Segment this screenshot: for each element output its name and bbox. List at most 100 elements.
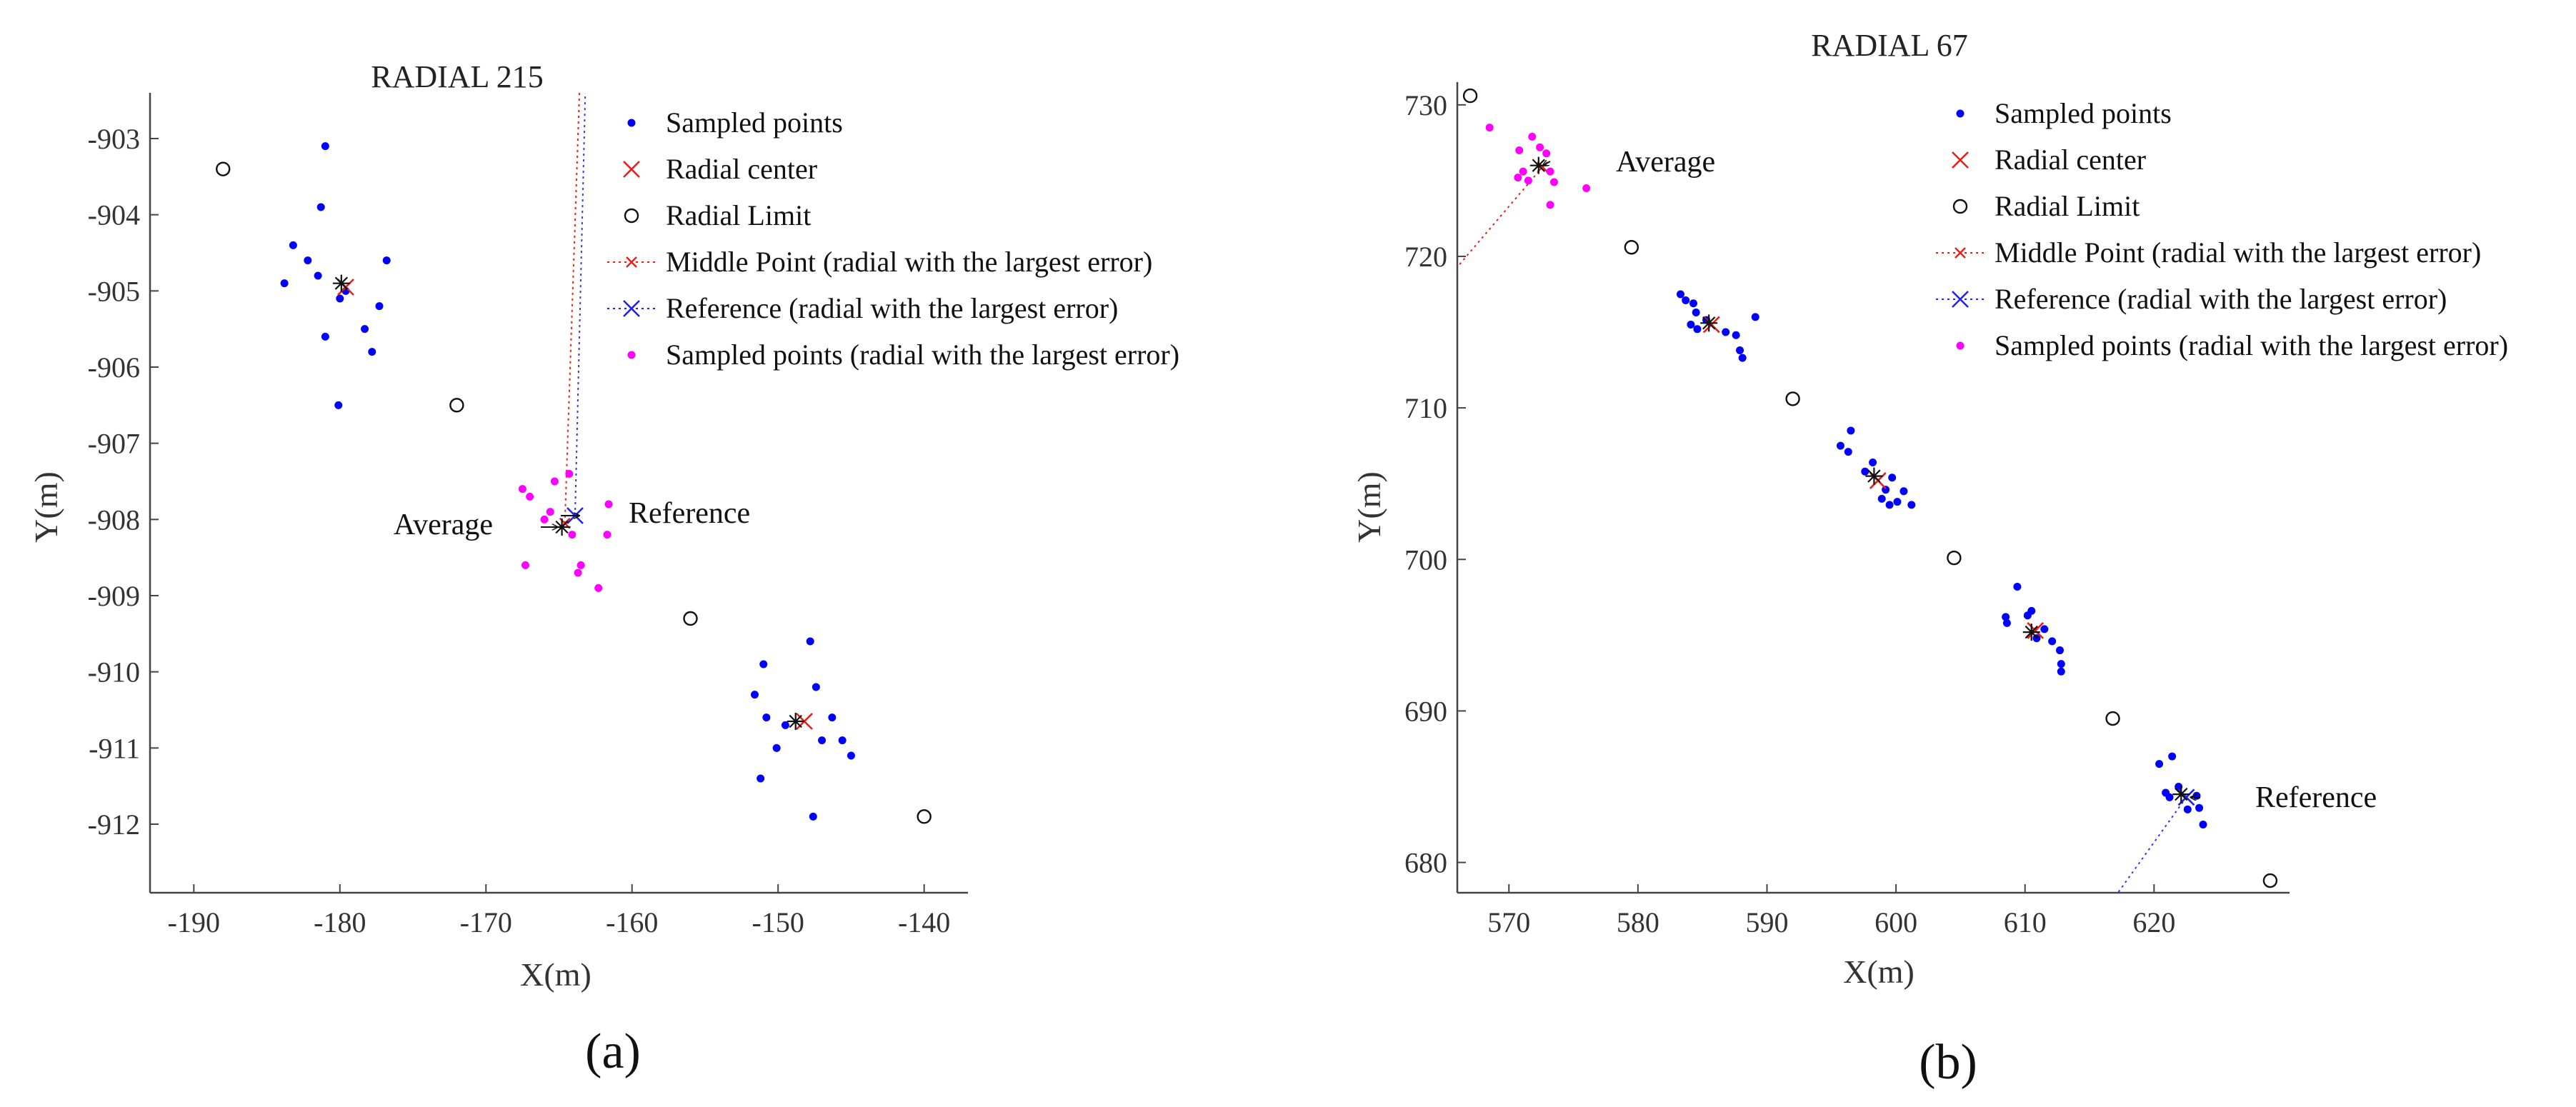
y-axis-label: Y(m)	[1351, 471, 1387, 543]
point-sampled-err	[1536, 143, 1544, 151]
legend-symbol	[627, 351, 636, 359]
point-limit	[1462, 88, 1478, 104]
series-limit	[216, 161, 932, 824]
point-sampled	[1689, 299, 1698, 308]
point-limit	[449, 398, 464, 413]
reference_line	[574, 92, 586, 516]
point-sampled	[2040, 625, 2049, 633]
legend-label: Radial center	[666, 153, 817, 185]
chart-radial-215: RADIAL 215 -190 -180 -170 -160 -150 -140 -903…	[28, 59, 1179, 1079]
point-sampled	[1893, 498, 1902, 506]
annotation-arrow	[2191, 797, 2201, 798]
point-average	[1700, 314, 1718, 332]
y-tick-label: 720	[1404, 241, 1447, 273]
point-sampled-err	[594, 583, 603, 592]
series-sampled-err	[1485, 124, 1591, 209]
point-sampled	[2183, 805, 2192, 813]
point-average	[2022, 623, 2040, 641]
point-sampled	[1736, 346, 1744, 355]
point-sampled	[1877, 494, 1886, 503]
point-limit	[1785, 391, 1800, 406]
point-sampled-err	[1582, 184, 1591, 193]
x-tick-label: 610	[2004, 906, 2047, 938]
point-sampled	[2195, 803, 2204, 812]
chart-radial-67: RADIAL 67 570 580 590 600 610 620 730 720 710 70…	[1351, 28, 2508, 1090]
point-sampled	[1682, 296, 1690, 304]
x-tick-label: -140	[898, 906, 950, 938]
legend-symbol	[1952, 291, 1969, 308]
y-tick-label: 690	[1404, 695, 1447, 727]
legend-symbol	[1956, 109, 1965, 118]
point-sampled-err	[603, 531, 611, 539]
x-axis-ticks: 570 580 590 600 610 620	[1487, 884, 2175, 938]
point-sampled-err	[521, 561, 529, 569]
x-axis-label: X(m)	[1843, 953, 1914, 990]
point-sampled-err	[550, 477, 559, 486]
legend-label: Middle Point (radial with the largest er…	[1995, 236, 2481, 269]
point-sampled	[818, 736, 827, 745]
y-tick-label: -911	[89, 732, 140, 764]
legend-label: Reference (radial with the largest error…	[666, 292, 1118, 324]
point-sampled	[316, 203, 325, 211]
point-sampled	[828, 713, 837, 722]
point-center	[796, 713, 813, 730]
y-tick-label: -907	[88, 428, 140, 460]
legend-label: Sampled points	[1995, 97, 2172, 129]
point-sampled	[781, 721, 789, 729]
point-sampled	[1847, 426, 1855, 435]
point-sampled	[321, 142, 329, 151]
point-sampled	[1738, 354, 1747, 362]
point-sampled	[1861, 467, 1869, 476]
point-sampled-err	[518, 485, 526, 494]
legend: Sampled points Radial center Radial Limit M…	[607, 106, 1179, 371]
legend-symbol	[1952, 199, 1968, 214]
legend-label: Radial Limit	[666, 199, 811, 231]
point-sampled-err	[565, 469, 574, 478]
legend-label: Sampled points (radial with the largest …	[1995, 329, 2508, 361]
reference_line	[2117, 796, 2187, 893]
point-average	[1529, 156, 1547, 174]
point-sampled	[382, 256, 391, 265]
legend-symbol	[1955, 247, 1966, 259]
point-sampled	[375, 302, 384, 311]
x-tick-label: -180	[314, 906, 366, 938]
point-sampled-err	[1515, 146, 1524, 154]
series-limit	[1462, 88, 2278, 888]
point-average	[553, 519, 571, 536]
x-tick-label: -170	[460, 906, 512, 938]
point-sampled	[1732, 331, 1740, 339]
point-sampled	[361, 325, 369, 334]
legend-label: Middle Point (radial with the largest er…	[666, 246, 1152, 278]
point-sampled	[1844, 448, 1852, 456]
series-sampled	[1676, 290, 2207, 829]
panel-label-a: (a)	[585, 1024, 641, 1079]
point-sampled	[2002, 613, 2010, 621]
point-sampled	[2168, 752, 2177, 761]
point-sampled	[1751, 313, 1759, 321]
point-sampled	[2199, 821, 2207, 829]
point-sampled	[2002, 618, 2011, 627]
point-sampled	[809, 812, 817, 821]
guide-lines	[1457, 166, 2187, 893]
point-limit	[216, 161, 231, 176]
y-axis-ticks: 730 720 710 700 690 680	[1404, 89, 1466, 879]
data-marks	[1462, 88, 2278, 888]
x-tick-label: 580	[1617, 906, 1659, 938]
point-sampled	[759, 660, 768, 668]
y-tick-label: -905	[88, 275, 140, 307]
point-sampled	[368, 348, 376, 356]
chart-title: RADIAL 67	[1811, 28, 1968, 63]
series-average	[1529, 156, 2190, 803]
y-tick-label: -912	[88, 808, 140, 841]
annotations: Average Reference	[1543, 146, 2377, 814]
point-sampled	[321, 332, 329, 341]
point-sampled	[334, 401, 343, 409]
legend-symbol	[623, 161, 640, 178]
point-average	[2172, 786, 2190, 803]
annotation-arrow	[1543, 161, 1551, 166]
point-average	[787, 713, 804, 730]
point-sampled-err	[1546, 201, 1554, 209]
point-sampled	[304, 256, 312, 265]
point-sampled-err	[1485, 124, 1494, 132]
